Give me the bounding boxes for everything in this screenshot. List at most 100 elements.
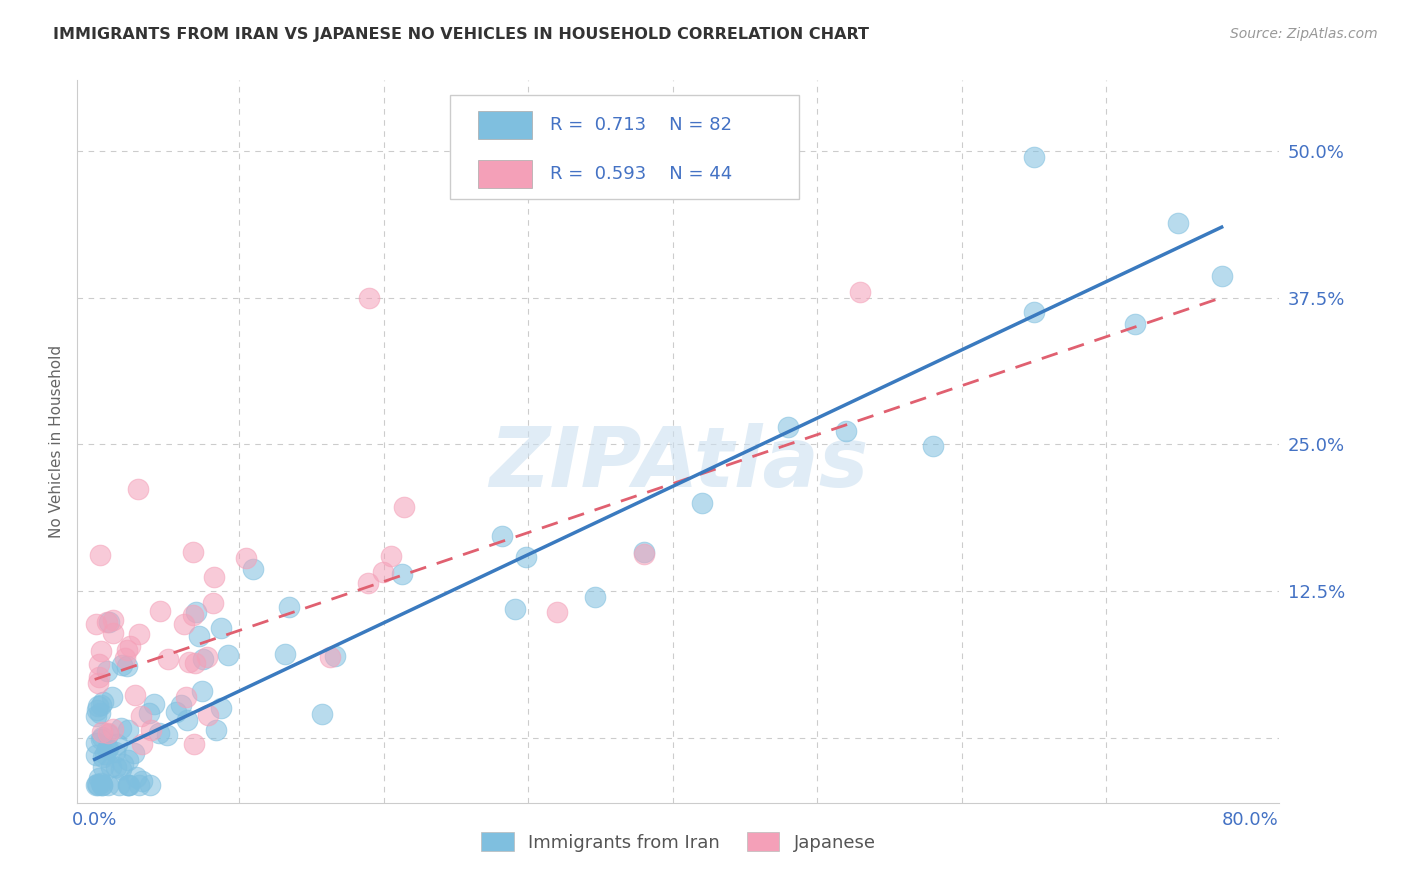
Immigrants from Iran [91,778,114,792]
Text: R =  0.593    N = 44: R = 0.593 N = 44 [550,165,733,183]
Japanese [357,575,380,590]
Immigrants from Iran [90,775,112,789]
Japanese [97,725,120,739]
Immigrants from Iran [778,419,800,434]
Immigrants from Iran [503,602,526,616]
Immigrants from Iran [110,721,132,735]
Immigrants from Iran [97,727,120,741]
Japanese [373,565,395,579]
Japanese [849,285,872,299]
Immigrants from Iran [86,748,108,763]
Immigrants from Iran [90,698,112,712]
Immigrants from Iran [1123,317,1146,331]
Immigrants from Iran [90,731,112,746]
Immigrants from Iran [138,706,160,720]
Immigrants from Iran [100,690,122,704]
Immigrants from Iran [1022,150,1045,164]
Japanese [157,652,180,666]
Japanese [114,650,136,665]
Immigrants from Iran [91,695,114,709]
Immigrants from Iran [583,591,606,605]
Japanese [89,548,111,562]
Immigrants from Iran [122,746,145,760]
Immigrants from Iran [89,771,111,785]
Immigrants from Iran [1167,216,1189,230]
Immigrants from Iran [633,545,655,559]
Japanese [181,545,204,559]
Japanese [117,643,139,657]
Immigrants from Iran [100,760,122,774]
Text: R =  0.713    N = 82: R = 0.713 N = 82 [550,116,731,134]
Y-axis label: No Vehicles in Household: No Vehicles in Household [49,345,65,538]
Immigrants from Iran [1211,268,1233,283]
Japanese [127,482,149,496]
Text: IMMIGRANTS FROM IRAN VS JAPANESE NO VEHICLES IN HOUSEHOLD CORRELATION CHART: IMMIGRANTS FROM IRAN VS JAPANESE NO VEHI… [53,27,869,42]
Immigrants from Iran [84,736,107,750]
Immigrants from Iran [325,648,347,663]
Japanese [103,722,125,736]
Immigrants from Iran [515,550,537,565]
Immigrants from Iran [184,605,207,619]
Immigrants from Iran [86,777,108,791]
Immigrants from Iran [148,725,170,739]
Immigrants from Iran [156,728,179,742]
Immigrants from Iran [91,760,114,774]
Immigrants from Iran [143,697,166,711]
Immigrants from Iran [311,706,333,721]
Japanese [96,615,118,629]
Immigrants from Iran [193,652,215,666]
Immigrants from Iran [86,778,108,792]
Immigrants from Iran [117,723,139,738]
Japanese [183,737,205,751]
Japanese [318,649,340,664]
Immigrants from Iran [191,684,214,698]
Immigrants from Iran [115,659,138,673]
Immigrants from Iran [273,647,295,661]
Japanese [87,670,110,684]
Immigrants from Iran [165,705,187,719]
Japanese [84,616,107,631]
Immigrants from Iran [96,664,118,678]
Immigrants from Iran [835,424,858,438]
Japanese [195,650,218,665]
Japanese [235,551,257,566]
Immigrants from Iran [209,701,232,715]
Japanese [392,500,415,514]
Immigrants from Iran [1022,305,1045,319]
Immigrants from Iran [96,742,118,756]
Japanese [149,604,172,618]
Immigrants from Iran [170,698,193,712]
Immigrants from Iran [117,753,139,767]
FancyBboxPatch shape [450,95,799,200]
Immigrants from Iran [90,730,112,744]
Japanese [128,627,150,641]
Japanese [131,737,153,751]
Japanese [101,613,124,627]
Japanese [179,655,201,669]
Immigrants from Iran [94,747,117,761]
Immigrants from Iran [128,778,150,792]
Immigrants from Iran [97,615,120,630]
Bar [478,112,531,139]
Japanese [139,723,162,737]
Immigrants from Iran [277,600,299,615]
Immigrants from Iran [118,778,141,792]
Japanese [173,617,195,632]
Immigrants from Iran [104,745,127,759]
Immigrants from Iran [110,658,132,673]
Immigrants from Iran [91,750,114,764]
Japanese [633,547,655,561]
Japanese [131,709,153,723]
Immigrants from Iran [87,699,110,714]
Japanese [546,605,568,619]
Japanese [380,549,402,563]
Immigrants from Iran [87,778,110,792]
Immigrants from Iran [491,529,513,543]
Japanese [359,291,381,305]
Immigrants from Iran [176,713,198,727]
Japanese [202,569,225,583]
Immigrants from Iran [188,629,211,643]
Immigrants from Iran [139,778,162,792]
Immigrants from Iran [391,567,413,582]
Japanese [201,596,224,610]
